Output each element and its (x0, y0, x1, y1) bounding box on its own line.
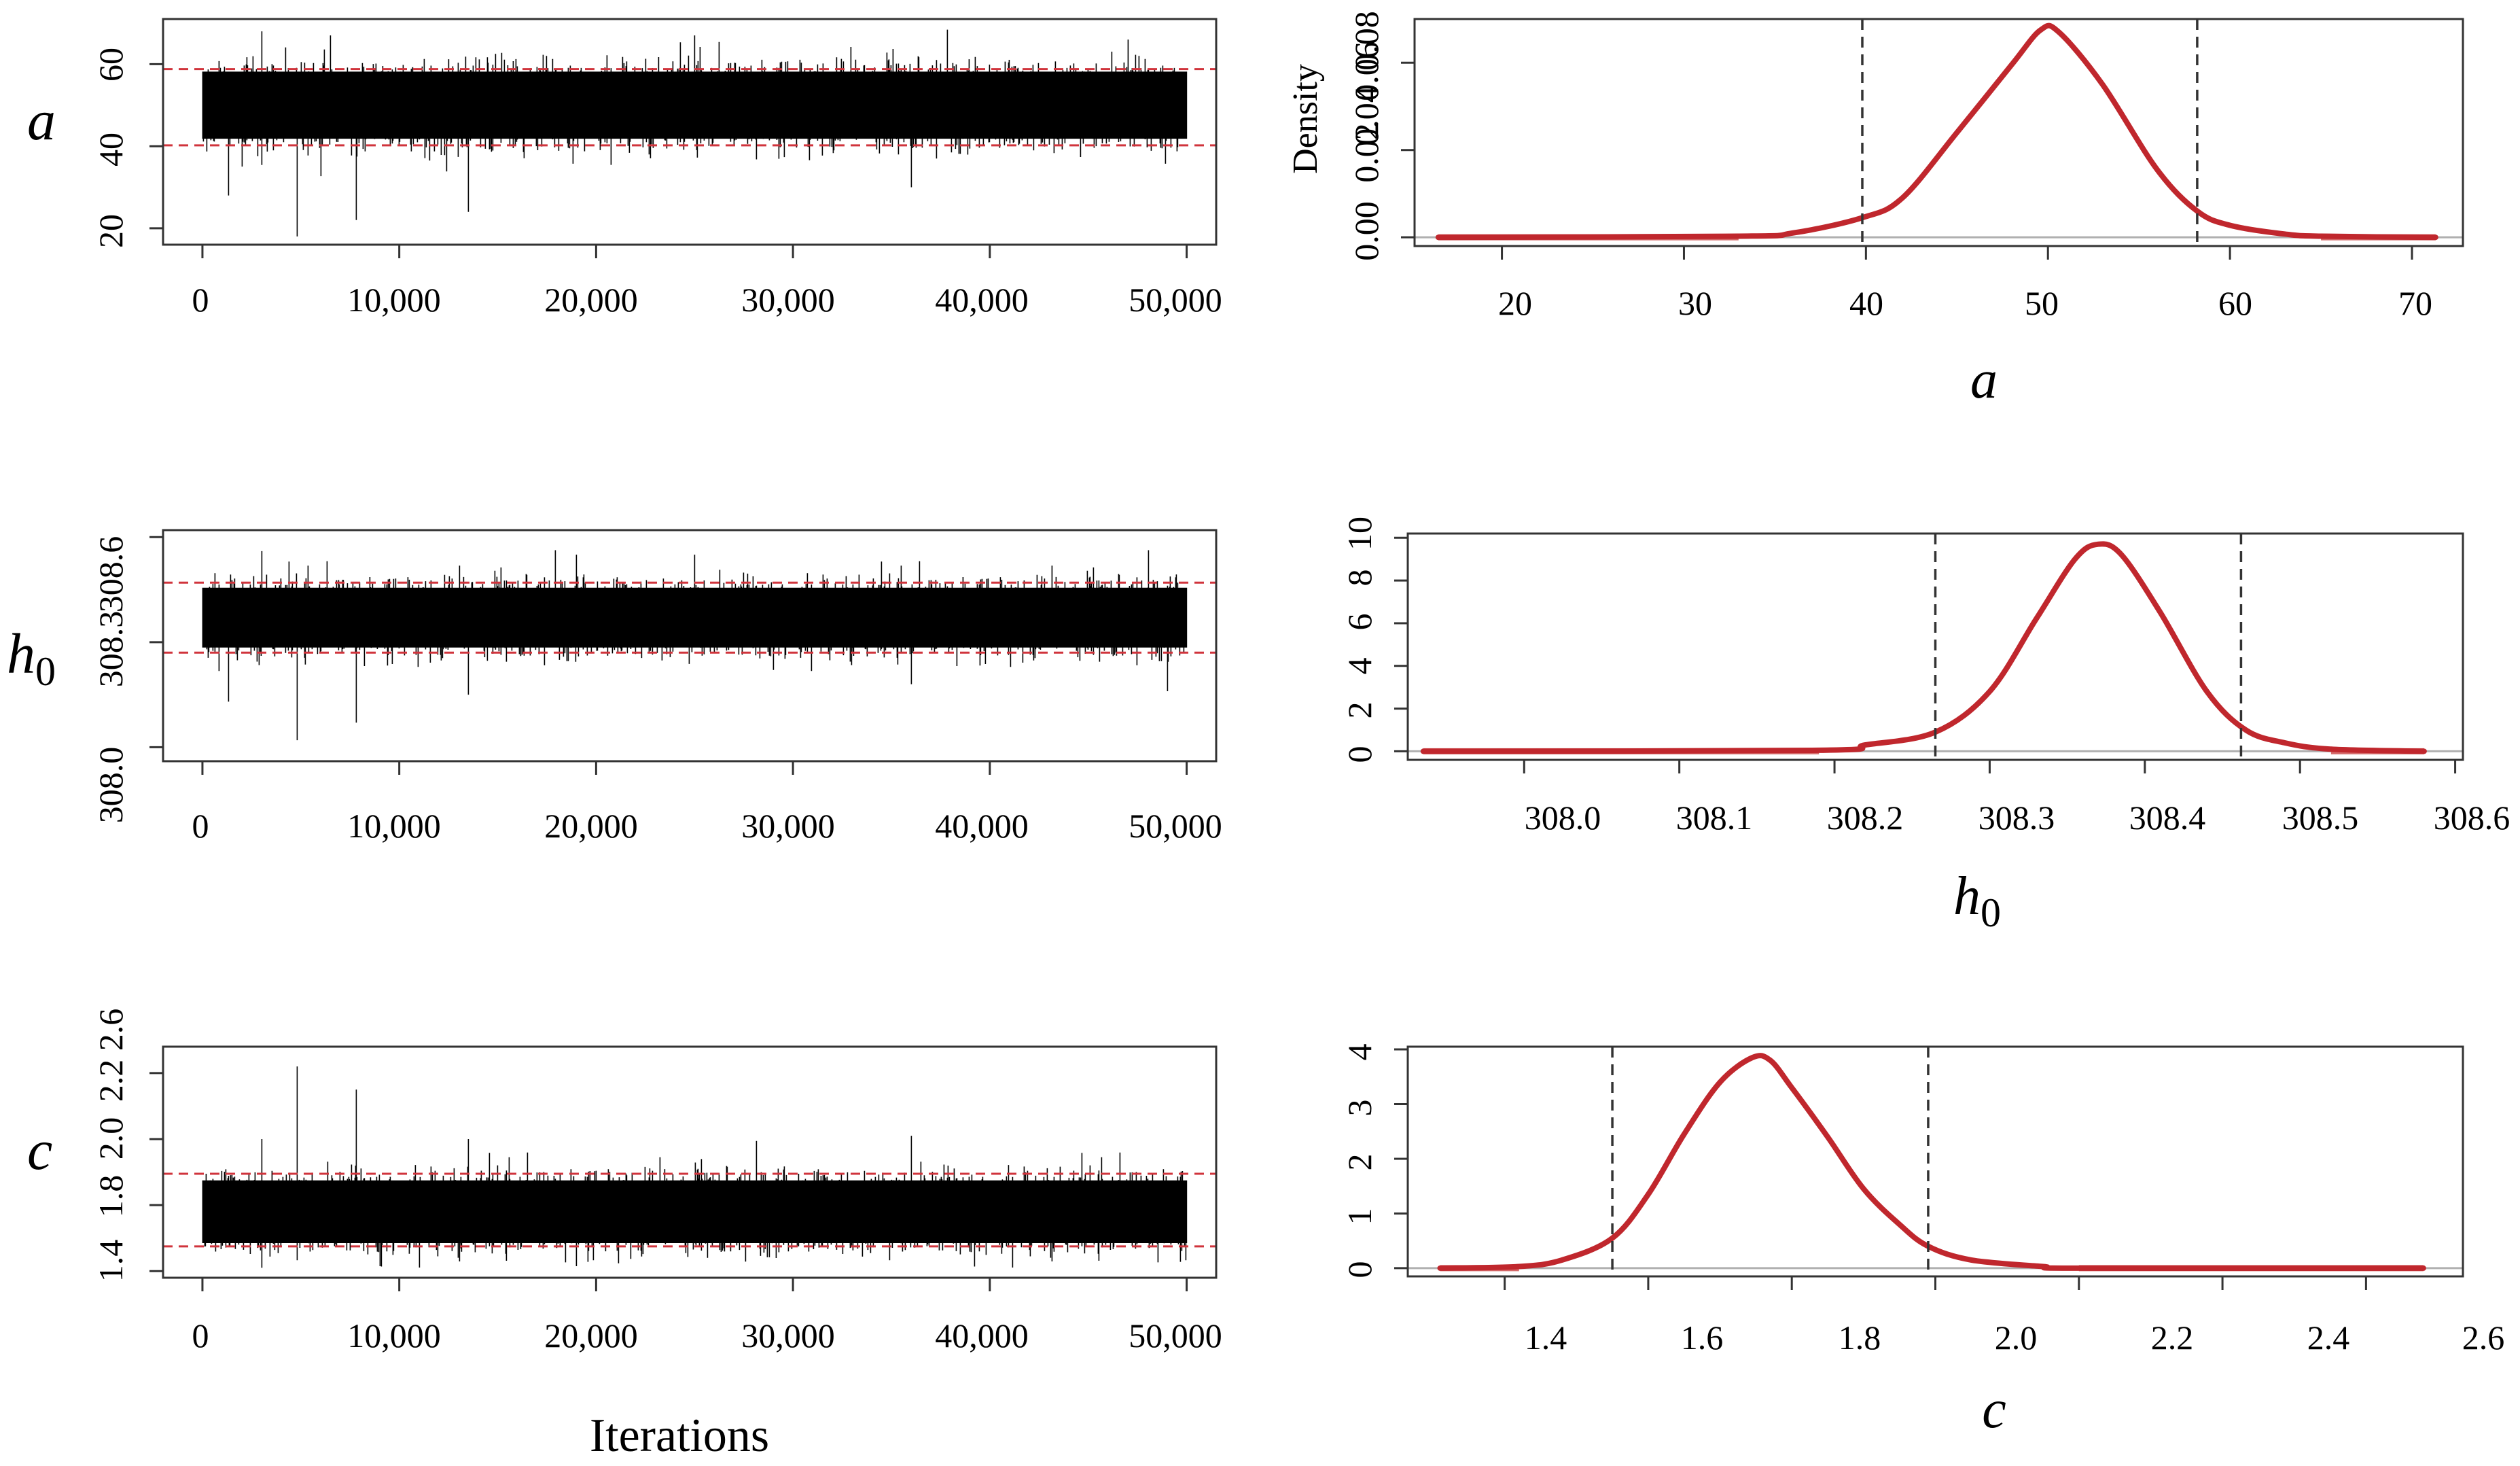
x-axis-label-c: c (1982, 1380, 2006, 1439)
x-tick-label: 308.6 (2434, 799, 2510, 837)
y-tick-label: 20 (92, 214, 130, 248)
x-tick-label: 60 (2218, 284, 2252, 322)
y-tick-label: 60 (92, 48, 130, 82)
x-tick-label: 308.4 (2129, 799, 2206, 837)
x-axis-label-a: a (1970, 350, 1998, 410)
trace-marks-a (149, 29, 1216, 258)
y-tick-label: 4 (1341, 1044, 1379, 1061)
density-curve-c (1437, 1053, 2426, 1272)
y-tick-label: 6 (1341, 614, 1379, 631)
x-tick-label: 2.2 (2151, 1319, 2194, 1357)
x-tick-label: 308.5 (2282, 799, 2359, 837)
x-tick-label: 50,000 (1129, 1316, 1222, 1355)
x-tick-label: 1.4 (1525, 1319, 1567, 1357)
density-marks-h0 (1394, 534, 2463, 773)
y-tick-label: 2 (1341, 702, 1379, 719)
x-tick-label: 2.0 (1995, 1319, 2038, 1357)
y-tick-label: 0.08 (1347, 11, 1385, 71)
y-tick-label: 2.6 (92, 1009, 130, 1051)
y-tick-label: 2.0 (92, 1117, 130, 1160)
y-tick-label: 8 (1341, 570, 1379, 587)
y-tick-label: 2 (1341, 1154, 1379, 1171)
x-tick-label: 30,000 (741, 807, 835, 845)
trace-series-a (202, 29, 1188, 237)
trace-panel-c: 0 10,000 20,000 30,000 40,000 50,000 1.4… (92, 1009, 1222, 1355)
x-axis-label-iterations: Iterations (590, 1410, 769, 1462)
row-label-a: a (27, 89, 56, 152)
x-tick-label: 308.1 (1676, 799, 1753, 837)
x-tick-label: 40,000 (935, 807, 1029, 845)
row-label-h0: h0 (7, 623, 56, 694)
y-tick-label: 1.8 (92, 1175, 130, 1218)
y-tick-label: 1.4 (92, 1240, 130, 1282)
y-tick-label: 2.2 (92, 1060, 130, 1102)
x-tick-label: 20,000 (544, 807, 638, 845)
x-tick-label: 10,000 (347, 281, 441, 319)
y-tick-label: 0.00 (1347, 201, 1385, 261)
density-frame-a (1413, 18, 2464, 247)
x-tick-label: 50,000 (1129, 281, 1222, 319)
trace-series-h0 (202, 550, 1188, 741)
x-tick-label: 308.2 (1827, 799, 1904, 837)
x-tick-label: 20 (1498, 284, 1532, 322)
x-tick-label: 1.6 (1681, 1319, 1724, 1357)
x-tick-label: 50,000 (1129, 807, 1222, 845)
x-tick-label: 1.8 (1839, 1319, 1881, 1357)
trace-marks-c (149, 1066, 1216, 1291)
x-tick-label: 30,000 (741, 281, 835, 319)
x-tick-label: 20,000 (544, 1316, 638, 1355)
x-tick-label: 40,000 (935, 1316, 1029, 1355)
x-tick-label: 10,000 (347, 1316, 441, 1355)
trace-frame-h0 (162, 529, 1218, 763)
y-tick-label: 0.02 (1347, 123, 1385, 183)
x-tick-label: 50 (2025, 284, 2059, 322)
y-tick-label: 4 (1341, 658, 1379, 675)
y-tick-label: 308.3 (92, 611, 130, 688)
density-frame-h0 (1406, 532, 2464, 761)
x-tick-label: 20,000 (544, 281, 638, 319)
y-tick-label: 3 (1341, 1100, 1379, 1117)
density-marks-a (1401, 19, 2463, 260)
trace-marks-h0 (149, 536, 1216, 775)
x-tick-label: 308.3 (1978, 799, 2055, 837)
density-panel-a: 20 30 40 50 60 70 0.00 0.02 0.04 0.06 0.… (1286, 11, 2464, 410)
y-tick-label: 1 (1341, 1208, 1379, 1225)
x-axis-label-h0: h0 (1953, 867, 2001, 935)
trace-series-c (202, 1066, 1188, 1268)
trace-panel-a: 0 10,000 20,000 30,000 40,000 50,000 20 … (92, 18, 1222, 319)
y-tick-label: 308.6 (92, 536, 130, 613)
density-panel-c: 1.4 1.6 1.8 2.0 2.2 2.4 2.6 0 1 2 3 4 c (1341, 1044, 2504, 1440)
y-tick-label: 0.04 (1347, 86, 1385, 145)
x-tick-label: 30,000 (741, 1316, 835, 1355)
x-tick-label: 30 (1678, 284, 1712, 322)
x-tick-label: 70 (2398, 284, 2432, 322)
x-tick-label: 308.0 (1525, 799, 1601, 837)
y-tick-label: 10 (1341, 517, 1379, 551)
x-tick-label: 2.6 (2462, 1319, 2505, 1357)
x-tick-label: 10,000 (347, 807, 441, 845)
x-tick-label: 40 (1849, 284, 1883, 322)
row-label-c: c (27, 1119, 52, 1182)
y-tick-label: 308.0 (92, 747, 130, 824)
density-curve-a (1435, 22, 2438, 241)
y-tick-label: 0 (1341, 746, 1379, 763)
density-curve-h0 (1420, 541, 2427, 754)
x-tick-label: 2.4 (2307, 1319, 2350, 1357)
x-tick-label: 0 (192, 281, 209, 319)
y-tick-label: 0 (1341, 1261, 1379, 1278)
trace-frame-a (162, 18, 1218, 246)
trace-panel-h0: 0 10,000 20,000 30,000 40,000 50,000 308… (92, 529, 1222, 845)
y-tick-label: 0.06 (1347, 41, 1385, 101)
density-panel-h0: 308.0 308.1 308.2 308.3 308.4 308.5 308.… (1341, 517, 2510, 935)
x-tick-label: 40,000 (935, 281, 1029, 319)
y-axis-label-density: Density (1286, 64, 1325, 174)
trace-frame-c (162, 1045, 1218, 1279)
density-frame-c (1406, 1045, 2464, 1278)
x-tick-label: 0 (192, 807, 209, 845)
y-tick-label: 40 (92, 133, 130, 167)
x-tick-label: 0 (192, 1316, 209, 1355)
density-marks-c (1394, 1047, 2463, 1290)
